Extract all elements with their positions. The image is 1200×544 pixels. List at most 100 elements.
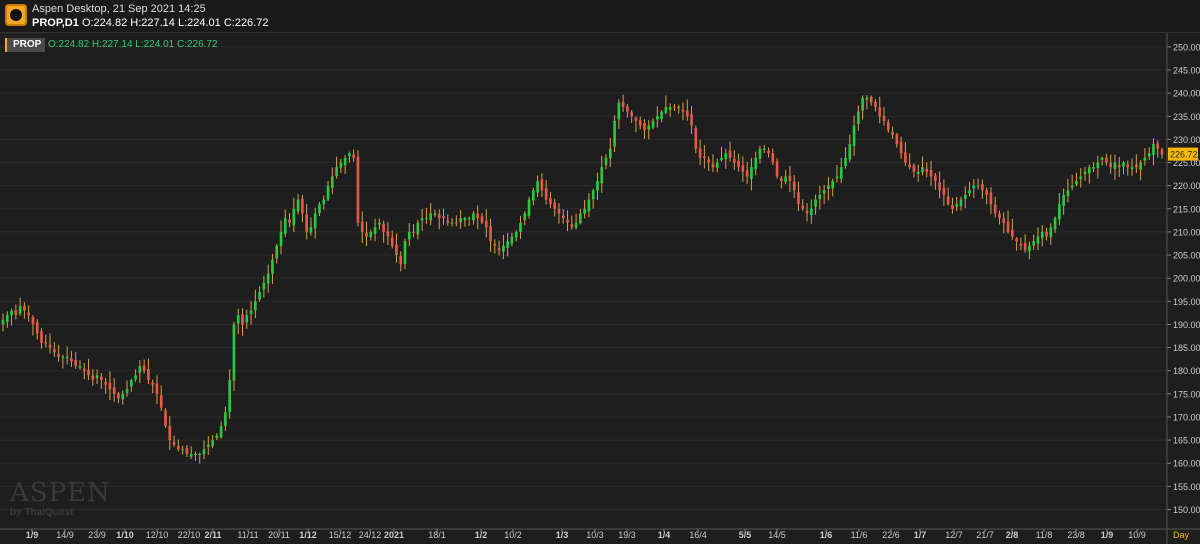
candle-body[interactable] — [976, 185, 980, 187]
candle-body[interactable] — [848, 144, 852, 160]
candle-body[interactable] — [65, 356, 69, 359]
candle-body[interactable] — [95, 375, 99, 379]
candle-body[interactable] — [1139, 162, 1142, 170]
candle-body[interactable] — [536, 181, 539, 193]
candle-body[interactable] — [177, 445, 180, 450]
candle-body[interactable] — [899, 141, 903, 154]
candle-body[interactable] — [874, 101, 877, 108]
candle-body[interactable] — [540, 179, 544, 191]
candle-body[interactable] — [1070, 185, 1074, 188]
candle-body[interactable] — [818, 194, 822, 200]
candle-body[interactable] — [100, 376, 103, 380]
candle-body[interactable] — [1105, 157, 1108, 163]
candle-body[interactable] — [1079, 176, 1083, 179]
candle-body[interactable] — [1087, 167, 1091, 174]
candle-body[interactable] — [378, 222, 381, 225]
candle-body[interactable] — [1015, 238, 1018, 242]
candle-body[interactable] — [305, 214, 308, 232]
candle-body[interactable] — [732, 158, 736, 163]
candle-body[interactable] — [1058, 204, 1061, 220]
candle-body[interactable] — [125, 389, 129, 393]
candle-body[interactable] — [245, 315, 249, 323]
candle-body[interactable] — [1028, 245, 1031, 252]
candle-body[interactable] — [780, 178, 783, 182]
candle-body[interactable] — [266, 273, 270, 284]
candle-body[interactable] — [343, 157, 347, 166]
candle-body[interactable] — [904, 152, 907, 163]
candle-body[interactable] — [369, 231, 373, 238]
candle-body[interactable] — [591, 190, 595, 200]
candle-body[interactable] — [1130, 167, 1134, 170]
candle-body[interactable] — [211, 440, 214, 447]
candle-body[interactable] — [472, 213, 475, 221]
candle-body[interactable] — [878, 107, 882, 117]
candle-body[interactable] — [138, 366, 142, 373]
candle-body[interactable] — [164, 410, 167, 427]
candle-body[interactable] — [1100, 157, 1104, 160]
candle-body[interactable] — [70, 358, 73, 362]
candle-body[interactable] — [788, 175, 792, 182]
candle-body[interactable] — [775, 161, 779, 177]
candle-body[interactable] — [1126, 164, 1130, 168]
candle-body[interactable] — [647, 125, 651, 130]
candle-body[interactable] — [189, 453, 193, 457]
candle-body[interactable] — [352, 154, 356, 158]
candle-body[interactable] — [741, 165, 745, 172]
candle-body[interactable] — [703, 156, 706, 158]
candle-body[interactable] — [531, 190, 535, 201]
candle-body[interactable] — [673, 106, 676, 108]
candle-body[interactable] — [857, 111, 860, 124]
candle-body[interactable] — [921, 167, 924, 173]
candle-body[interactable] — [514, 231, 518, 238]
candle-body[interactable] — [613, 120, 616, 147]
candle-body[interactable] — [450, 222, 454, 224]
candle-body[interactable] — [74, 360, 78, 367]
candle-body[interactable] — [912, 165, 916, 172]
candle-body[interactable] — [942, 187, 946, 195]
candle-body[interactable] — [852, 125, 856, 147]
candle-body[interactable] — [1066, 190, 1070, 197]
candle-body[interactable] — [326, 185, 330, 200]
candle-body[interactable] — [159, 395, 163, 408]
candle-body[interactable] — [228, 379, 231, 413]
candle-body[interactable] — [557, 209, 561, 214]
candle-body[interactable] — [664, 107, 668, 113]
candle-body[interactable] — [608, 148, 612, 159]
candle-body[interactable] — [1152, 144, 1155, 155]
candle-body[interactable] — [463, 218, 467, 221]
candle-body[interactable] — [694, 128, 698, 149]
candle-body[interactable] — [720, 157, 723, 161]
candle-body[interactable] — [805, 210, 809, 214]
candle-body[interactable] — [1143, 157, 1147, 161]
candle-body[interactable] — [224, 412, 227, 426]
candle-body[interactable] — [946, 196, 950, 205]
candle-body[interactable] — [844, 157, 847, 167]
candle-body[interactable] — [322, 199, 326, 205]
candle-body[interactable] — [698, 148, 702, 158]
candle-body[interactable] — [172, 442, 176, 445]
candle-body[interactable] — [993, 204, 997, 214]
candle-body[interactable] — [925, 168, 929, 172]
candle-body[interactable] — [1036, 236, 1040, 244]
candle-body[interactable] — [416, 222, 420, 235]
candle-body[interactable] — [104, 382, 107, 385]
candle-body[interactable] — [484, 220, 488, 228]
candle-body[interactable] — [18, 305, 22, 314]
candle-body[interactable] — [553, 202, 557, 209]
candle-body[interactable] — [685, 110, 689, 117]
candle-body[interactable] — [262, 282, 266, 290]
candle-body[interactable] — [279, 231, 283, 246]
candle-body[interactable] — [570, 224, 574, 228]
candle-body[interactable] — [809, 208, 813, 216]
candle-body[interactable] — [403, 241, 407, 264]
candle-body[interactable] — [981, 183, 984, 191]
timeframe-label[interactable]: Day — [1173, 530, 1190, 540]
candle-body[interactable] — [758, 148, 762, 159]
candle-body[interactable] — [630, 112, 634, 117]
candle-body[interactable] — [1062, 194, 1065, 206]
candle-body[interactable] — [1113, 162, 1117, 169]
candle-body[interactable] — [955, 204, 959, 207]
candle-body[interactable] — [715, 162, 719, 168]
candle-body[interactable] — [296, 199, 300, 212]
candle-body[interactable] — [762, 148, 766, 151]
